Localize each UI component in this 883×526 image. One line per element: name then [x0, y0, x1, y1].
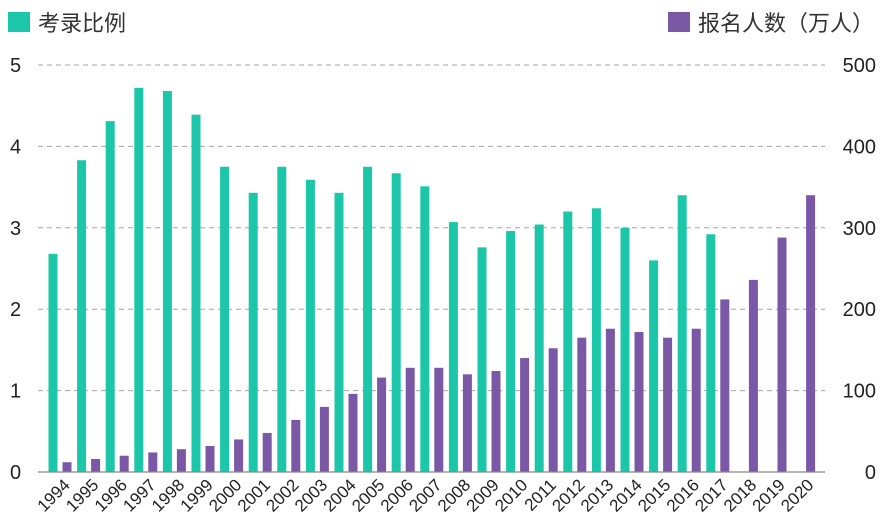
- legend-label-ratio: 考录比例: [38, 12, 126, 37]
- bar-applicants: [462, 374, 472, 472]
- bar-ratio: [591, 208, 601, 472]
- bar-ratio: [706, 234, 716, 472]
- bar-applicants: [405, 367, 415, 472]
- y-left-tick-label: 4: [10, 136, 21, 158]
- bar-applicants: [605, 328, 615, 472]
- bar-applicants: [777, 237, 787, 472]
- bar-ratio: [448, 222, 458, 472]
- bar-ratio: [363, 166, 373, 472]
- y-right-tick-label: 500: [843, 55, 876, 77]
- bar-ratio: [305, 179, 315, 473]
- x-axis: 1994199519961997199819992000200120022003…: [34, 475, 818, 515]
- bar-applicants: [748, 279, 758, 472]
- bar-applicants: [91, 458, 101, 472]
- bar-ratio: [649, 260, 659, 472]
- bar-ratio: [477, 247, 487, 472]
- x-tick-label: 2020: [777, 475, 817, 515]
- bar-applicants: [377, 377, 387, 472]
- legend-swatch-ratio: [8, 12, 30, 32]
- y-left-tick-label: 3: [10, 218, 21, 240]
- bar-ratio: [420, 186, 430, 472]
- y-left-tick-label: 2: [10, 299, 21, 321]
- y-right-tick-label: 200: [843, 299, 876, 321]
- legend: 考录比例 报名人数（万人）: [8, 12, 874, 37]
- legend-swatch-applicants: [668, 12, 690, 32]
- y-right-tick-label: 0: [865, 462, 876, 484]
- bar-ratio: [162, 91, 172, 472]
- bar-ratio: [620, 227, 630, 472]
- bar-applicants: [148, 452, 158, 472]
- bar-applicants: [806, 195, 816, 473]
- bar-applicants: [634, 331, 644, 472]
- bar-applicants: [176, 449, 186, 472]
- bar-ratio: [391, 173, 401, 472]
- bar-applicants: [291, 419, 301, 472]
- bar-ratio: [563, 211, 573, 472]
- bar-ratio: [220, 166, 230, 472]
- bar-ratio: [677, 195, 687, 473]
- bar-ratio: [248, 192, 258, 472]
- y-axis-right: 0 100 200 300 400 500: [843, 55, 876, 484]
- bar-applicants: [577, 337, 587, 472]
- bar-applicants: [691, 328, 701, 472]
- bar-applicants: [348, 393, 358, 472]
- bar-applicants: [119, 455, 129, 472]
- y-left-tick-label: 0: [10, 462, 21, 484]
- bar-applicants: [234, 439, 244, 472]
- y-left-tick-label: 1: [10, 381, 21, 403]
- bar-applicants: [319, 406, 329, 472]
- y-right-tick-label: 100: [843, 381, 876, 403]
- bar-applicants: [205, 445, 215, 472]
- y-right-tick-label: 400: [843, 136, 876, 158]
- legend-label-applicants: 报名人数（万人）: [698, 12, 874, 37]
- bar-applicants: [548, 348, 558, 472]
- bar-ratio: [191, 114, 201, 473]
- bar-ratio: [334, 192, 344, 472]
- bar-ratio: [134, 87, 144, 473]
- bar-applicants: [491, 371, 501, 472]
- bar-applicants: [62, 462, 72, 472]
- bar-applicants: [720, 299, 730, 472]
- bar-ratio: [48, 253, 58, 472]
- y-left-tick-label: 5: [10, 55, 21, 77]
- bar-ratio: [506, 231, 516, 472]
- bars: [48, 87, 816, 473]
- y-right-tick-label: 300: [843, 218, 876, 240]
- bar-applicants: [663, 337, 673, 472]
- bar-ratio: [534, 224, 544, 472]
- y-axis-left: 0 1 2 3 4 5: [10, 55, 21, 484]
- bar-applicants: [262, 432, 272, 472]
- bar-ratio: [77, 160, 87, 472]
- bar-applicants: [434, 367, 444, 472]
- bar-ratio: [105, 121, 115, 472]
- bar-applicants: [520, 358, 530, 472]
- bar-ratio: [277, 166, 287, 472]
